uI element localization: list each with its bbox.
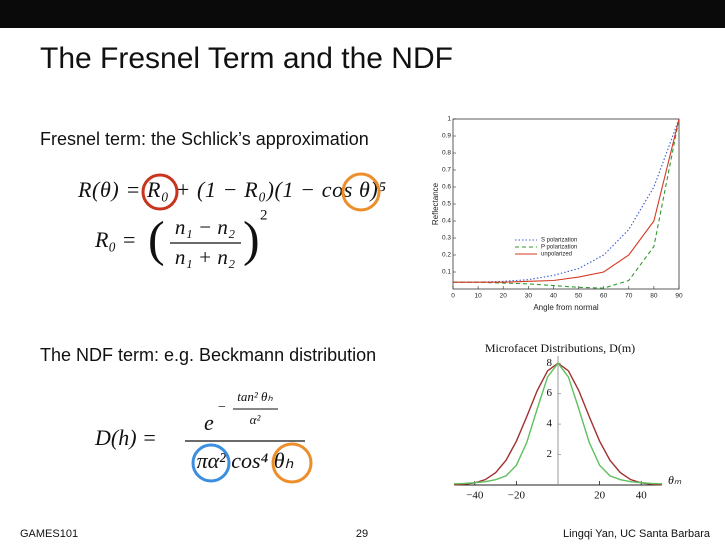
x-tick-label: 20 [500,293,508,300]
slide-title: The Fresnel Term and the NDF [40,42,453,75]
x-axis-label: Angle from normal [533,303,599,312]
x-tick-label: 20 [594,490,606,502]
x-tick-label: 30 [525,293,533,300]
formula: R₀ = [94,227,136,252]
x-tick-label: 60 [600,293,608,300]
x-tick-label: 50 [575,293,583,300]
footer-left: GAMES101 [20,528,78,540]
y-tick-label: 4 [547,418,553,430]
y-tick-label: 0.8 [442,150,451,157]
legend-label: P polarization [541,245,577,251]
series-line [453,118,680,283]
y-tick-label: 0.7 [442,167,451,174]
series-line [453,362,663,485]
legend-label: unpolarized [541,252,572,258]
x-tick-label: 40 [636,490,648,502]
formula: − [218,400,226,415]
highlight-circle [191,443,231,483]
y-tick-label: 0.9 [442,133,451,140]
formula: D(h) = [94,425,157,450]
y-tick-label: 0.2 [442,252,451,259]
x-tick-label: −40 [466,490,484,502]
formula: e [204,410,214,435]
formula: n₁ + n₂ [175,245,235,269]
slide-background [0,28,725,553]
formula: 2 [260,207,268,223]
legend-label: S polarization [541,238,577,244]
x-tick-label: 40 [550,293,558,300]
y-tick-label: 0.4 [442,218,451,225]
formula: πα² cos⁴ θₕ [197,448,294,473]
y-tick-label: 1 [447,116,451,123]
y-tick-label: 8 [547,357,553,369]
formula: n₁ − n₂ [175,215,235,239]
highlight-circle [271,442,313,484]
x-tick-label: 10 [474,293,482,300]
y-tick-label: 0.5 [442,201,451,208]
x-tick-label: 80 [650,293,658,300]
paren: ) [243,210,260,266]
footer-right: Lingqi Yan, UC Santa Barbara [563,528,711,540]
top-bar [0,0,725,28]
fresnel-heading: Fresnel term: the Schlick’s approximatio… [40,129,369,149]
paren: ( [148,210,165,266]
y-tick-label: 0.6 [442,184,451,191]
x-tick-label: 70 [625,293,633,300]
x-tick-label: 90 [675,293,683,300]
page-number: 29 [356,528,368,540]
y-tick-label: 0.1 [442,269,451,276]
y-tick-label: 6 [547,387,553,399]
y-tick-label: 0.3 [442,235,451,242]
y-axis-label: Reflectance [431,182,440,225]
chart-title: Microfacet Distributions, D(m) [485,341,635,355]
formula: R(θ) = R₀ + (1 − R₀)(1 − cos θ)⁵ [77,177,386,202]
highlight-circle [141,173,179,211]
ndf-heading: The NDF term: e.g. Beckmann distribution [40,345,376,365]
y-tick-label: 2 [547,448,553,460]
x-axis-label: θₘ [668,473,682,487]
highlight-circle [341,172,381,212]
formula: tan² θₕ [237,389,273,404]
x-tick-label: 0 [451,293,455,300]
formula: α² [250,412,262,427]
x-tick-label: −20 [508,490,526,502]
